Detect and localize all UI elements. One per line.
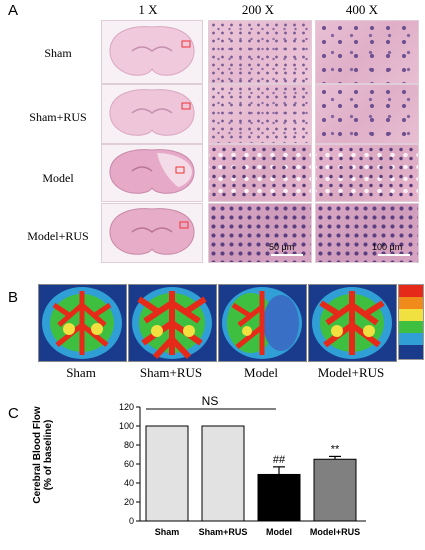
cbf-bar-chart: 0 20 40 60 80 100 120 Sham Sham+RUS Model Model+R… (119, 395, 366, 537)
y-tick-label: 60 (124, 459, 134, 469)
perfusion-label-sham-rus: Sham+RUS (139, 365, 203, 380)
bar-model (257, 473, 301, 522)
perfusion-label-model-rus: Model+RUS (317, 365, 385, 380)
micrograph-model-400x (315, 144, 419, 202)
panel-b-letter: B (8, 289, 19, 306)
y-tick-label: 120 (119, 402, 134, 412)
column-header-400x: 400 X (345, 2, 379, 17)
perfusion-image-sham-rus (128, 284, 217, 362)
row-label-model: Model (42, 171, 74, 185)
y-axis-title-line1: Cerebral Blood Flow (32, 406, 43, 504)
bar-sham (145, 425, 189, 522)
perfusion-image-model-rus (308, 284, 397, 362)
micrograph-sham-rus-200x (208, 84, 312, 144)
perfusion-color-scale (398, 284, 424, 360)
bar-sham-rus (201, 425, 245, 522)
micrograph-model-rus-200x: 50 μm (208, 203, 312, 263)
row-label-sham: Sham (44, 46, 72, 60)
y-axis-title-line2: (% of baseline) (43, 419, 54, 491)
micrograph-model-rus-1x (101, 203, 203, 263)
micrograph-sham-rus-1x (101, 84, 203, 144)
y-tick-label: 100 (119, 421, 134, 431)
micrograph-sham-1x (101, 20, 203, 84)
micrograph-sham-rus-400x (315, 84, 419, 144)
y-tick-label: 0 (129, 516, 134, 526)
x-category-label: Model+RUS (310, 527, 360, 537)
panel-a-letter: A (8, 2, 19, 19)
perfusion-label-model: Model (244, 365, 278, 380)
micrograph-model-1x (101, 144, 203, 202)
micrograph-sham-400x (315, 20, 419, 84)
y-tick-label: 20 (124, 497, 134, 507)
row-label-model-rus: Model+RUS (27, 229, 89, 243)
column-header-200x: 200 X (241, 2, 275, 17)
significance-marker: ## (273, 454, 286, 466)
x-category-label: Sham+RUS (199, 527, 248, 537)
bar-model-rus (313, 458, 357, 522)
significance-marker: ** (331, 443, 340, 455)
row-label-sham-rus: Sham+RUS (29, 110, 87, 124)
x-category-label: Sham (155, 527, 180, 537)
micrograph-model-rus-400x: 100 μm (315, 203, 419, 263)
y-tick-label: 40 (124, 478, 134, 488)
perfusion-label-sham: Sham (66, 365, 96, 380)
perfusion-image-sham (38, 284, 127, 362)
scale-label-200x: 50 μm (269, 242, 295, 252)
x-category-label: Model (266, 527, 292, 537)
column-header-1x: 1 X (138, 2, 158, 17)
scale-bar-400x (378, 254, 410, 256)
scale-bar-200x (271, 254, 303, 256)
micrograph-model-200x (208, 144, 312, 202)
micrograph-sham-200x (208, 20, 312, 84)
y-tick-label: 80 (124, 440, 134, 450)
panel-c-letter: C (8, 405, 19, 422)
perfusion-image-model (218, 284, 307, 362)
ns-label: NS (202, 395, 219, 408)
scale-label-400x: 100 μm (372, 242, 403, 252)
